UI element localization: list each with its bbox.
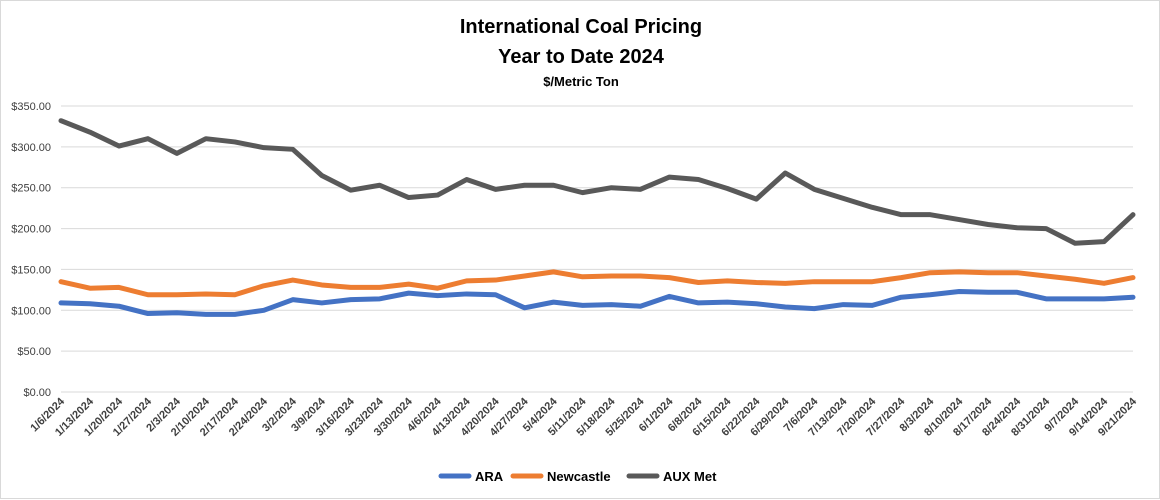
y-tick-label: $150.00 [11,264,51,276]
chart-title: International Coal Pricing [460,16,702,38]
y-tick-label: $250.00 [11,183,51,195]
series-line-newcastle [58,269,1136,298]
y-tick-label: $100.00 [11,305,51,317]
legend-label: ARA [475,469,504,484]
series-lines [58,118,1136,317]
y-tick-label: $300.00 [11,142,51,154]
chart-subtitle: Year to Date 2024 [498,46,665,68]
chart-units: $/Metric Ton [543,74,619,89]
y-tick-label: $0.00 [23,387,51,399]
y-tick-label: $50.00 [17,346,51,358]
legend-label: Newcastle [547,469,611,484]
gridlines [61,105,1133,393]
legend-label: AUX Met [663,469,717,484]
y-tick-label: $350.00 [11,101,51,113]
x-axis-labels: 1/6/20241/13/20241/20/20241/27/20242/3/2… [28,395,1139,439]
legend: ARA Newcastle AUX Met [438,469,717,484]
y-axis-labels: $0.00 $50.00 $100.00 $150.00 $200.00 $250.00 $… [11,101,51,399]
y-tick-label: $200.00 [11,224,51,236]
series-line-aux-met [58,118,1136,246]
series-line-ara [58,288,1136,317]
